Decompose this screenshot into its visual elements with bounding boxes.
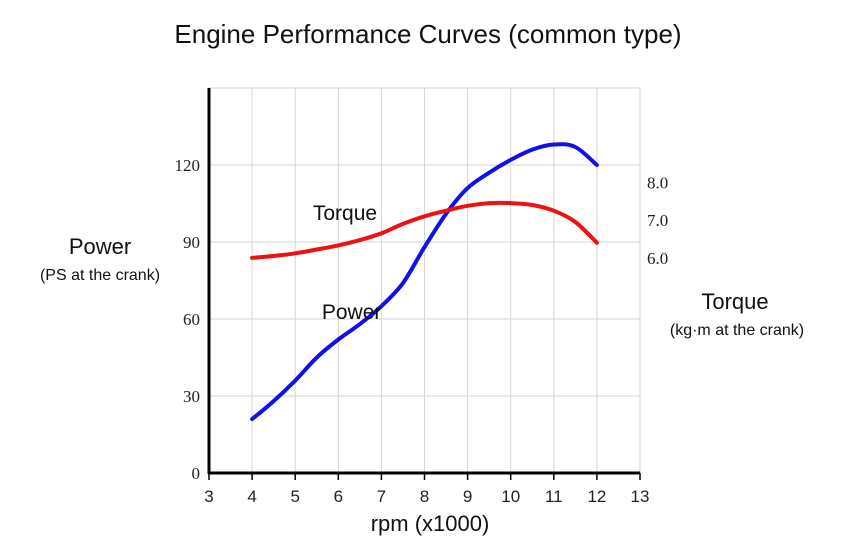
- x-tick-label: 5: [290, 487, 299, 506]
- series-line-torque: [250, 200, 599, 260]
- left-y-tick-labels: 0 30 60 90 120: [175, 156, 201, 483]
- series-label-torque: Torque: [313, 202, 377, 225]
- left-y-tick-label: 90: [183, 233, 200, 252]
- x-tick-label: 9: [463, 487, 472, 506]
- right-axis-label-unit: (kg·m at the crank): [670, 322, 804, 339]
- left-y-tick-label: 120: [175, 156, 201, 175]
- left-axis-label-unit: (PS at the crank): [40, 267, 160, 284]
- x-tick-label: 4: [247, 487, 256, 506]
- right-y-tick-labels: 6.0 7.0 8.0: [647, 173, 668, 267]
- x-tick-label: 12: [587, 487, 606, 506]
- x-tick-label: 8: [420, 487, 429, 506]
- left-y-tick-label: 60: [183, 310, 200, 329]
- x-tick-label: 11: [545, 487, 563, 506]
- x-tick-labels: 3 4 5 6 7 8 9 10 11 12 13: [204, 473, 649, 506]
- series-line-power: [250, 142, 599, 422]
- x-tick-label: 7: [377, 487, 386, 506]
- right-y-tick-label: 6.0: [647, 249, 668, 268]
- series-label-power: Power: [322, 301, 382, 324]
- x-tick-label: 6: [334, 487, 343, 506]
- right-y-tick-label: 7.0: [647, 211, 668, 230]
- series-labels: Power Torque: [313, 202, 382, 324]
- right-axis-label-title: Torque: [701, 289, 768, 314]
- x-tick-label: 13: [631, 487, 650, 506]
- x-axis-label: rpm (x1000): [371, 511, 490, 536]
- x-tick-label: 10: [501, 487, 520, 506]
- right-y-tick-label: 8.0: [647, 173, 668, 192]
- left-y-tick-label: 0: [192, 464, 201, 483]
- x-tick-label: 3: [204, 487, 213, 506]
- series-lines: [250, 142, 599, 422]
- chart-title: Engine Performance Curves (common type): [174, 19, 681, 49]
- left-y-tick-label: 30: [183, 387, 200, 406]
- left-axis-label-title: Power: [69, 234, 131, 259]
